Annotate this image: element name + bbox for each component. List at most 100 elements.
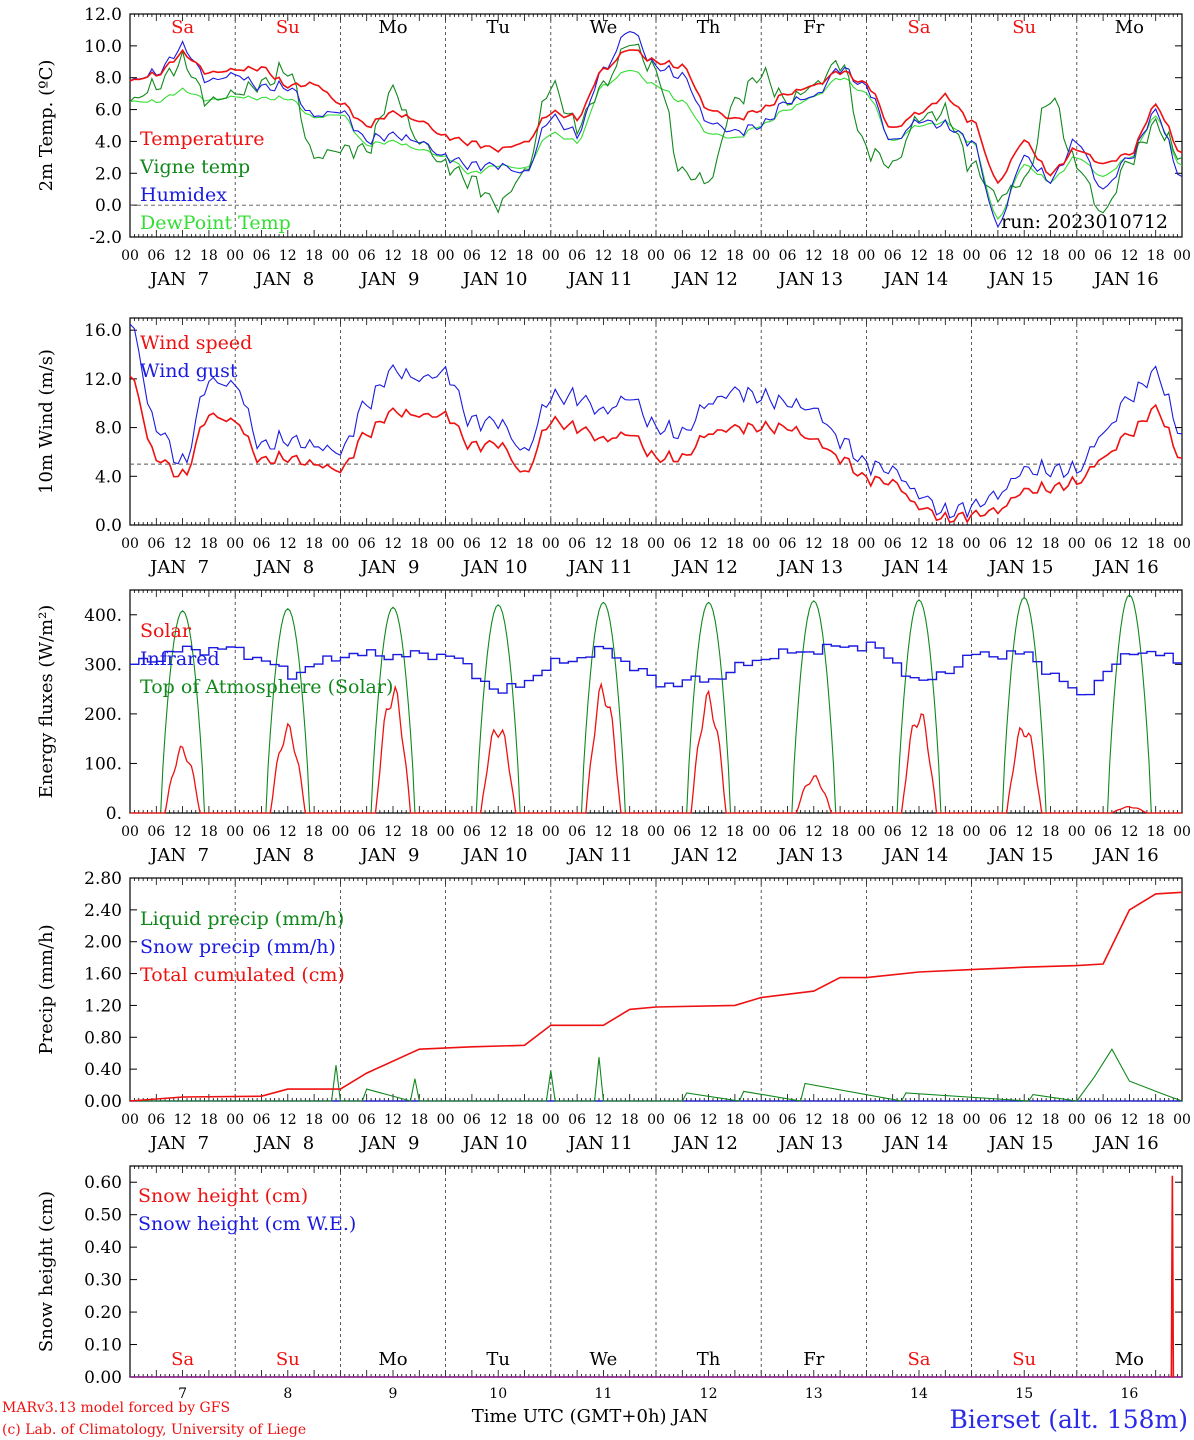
date-label: JAN 13 <box>777 269 844 290</box>
hour-tick-label: 06 <box>884 1112 902 1128</box>
y-tick-label: 200. <box>84 705 122 725</box>
hour-tick-label: 06 <box>884 536 902 552</box>
hour-tick-label: 00 <box>542 1112 560 1128</box>
date-label: JAN 9 <box>359 269 420 290</box>
y-tick-label: 100. <box>84 754 122 774</box>
date-label: JAN 7 <box>148 845 209 866</box>
day-number-label: 16 <box>1120 1386 1138 1402</box>
hour-tick-label: 00 <box>226 1112 244 1128</box>
station-label: Bierset (alt. 158m) <box>949 1405 1188 1434</box>
hour-tick-label: 18 <box>305 1112 323 1128</box>
hour-tick-label: 06 <box>358 248 376 264</box>
hour-tick-label: 06 <box>358 1112 376 1128</box>
y-tick-label: 0.60 <box>84 1173 122 1193</box>
hour-tick-label: 18 <box>621 248 639 264</box>
hour-tick-label: 00 <box>1173 248 1191 264</box>
date-label: JAN 7 <box>148 1133 209 1154</box>
hour-tick-label: 18 <box>726 1112 744 1128</box>
hour-tick-label: 12 <box>805 248 823 264</box>
y-tick-label: 10.0 <box>84 37 122 57</box>
hour-tick-label: 18 <box>1042 1112 1060 1128</box>
y-tick-label: 0.00 <box>84 1368 122 1388</box>
y-tick-label: 0.30 <box>84 1271 122 1291</box>
date-label: JAN 14 <box>882 557 949 578</box>
y-tick-label: 0. <box>106 804 122 824</box>
hour-tick-label: 12 <box>1015 824 1033 840</box>
hour-tick-label: 00 <box>963 824 981 840</box>
y-tick-label: 6.0 <box>95 101 122 121</box>
hour-tick-label: 06 <box>1094 1112 1112 1128</box>
y-tick-label: 400. <box>84 606 122 626</box>
hour-tick-label: 12 <box>594 824 612 840</box>
hour-tick-label: 00 <box>857 248 875 264</box>
hour-tick-label: 06 <box>779 248 797 264</box>
series-group <box>129 323 1183 524</box>
series-group <box>129 31 1183 229</box>
date-label: JAN 12 <box>671 269 738 290</box>
hour-tick-label: 06 <box>989 824 1007 840</box>
hour-tick-label: 00 <box>647 536 665 552</box>
hour-tick-label: 18 <box>305 536 323 552</box>
hour-tick-label: 12 <box>805 1112 823 1128</box>
y-axis-label: Precip (mm/h) <box>36 924 57 1054</box>
date-label: JAN 9 <box>359 1133 420 1154</box>
y-tick-label: 0.40 <box>84 1060 122 1080</box>
hour-tick-label: 12 <box>910 248 928 264</box>
series-line-wind-speed <box>129 375 1183 524</box>
panel-5: 0.00 0.10 0.20 0.30 0.40 0.50 0.60 Snow height … <box>36 1165 1183 1402</box>
hour-tick-label: 06 <box>358 536 376 552</box>
date-label: JAN 13 <box>777 845 844 866</box>
time-axis-label: Time UTC (GMT+0h) JAN <box>472 1406 709 1427</box>
hour-tick-label: 00 <box>542 824 560 840</box>
hour-tick-label: 00 <box>121 248 139 264</box>
panel-3: 0. 100. 200. 300. 400. Energy fluxes (W/m²) 00… <box>36 589 1191 866</box>
hour-tick-label: 18 <box>831 824 849 840</box>
weekday-label: Th <box>697 17 721 38</box>
hour-tick-label: 18 <box>1042 824 1060 840</box>
hour-tick-label: 00 <box>121 536 139 552</box>
hour-tick-label: 12 <box>1120 824 1138 840</box>
hour-tick-label: 06 <box>253 824 271 840</box>
hour-tick-label: 12 <box>489 248 507 264</box>
weekday-label: Th <box>697 1349 721 1370</box>
hour-tick-label: 06 <box>673 248 691 264</box>
day-number-label: 14 <box>910 1386 928 1402</box>
hour-tick-label: 06 <box>147 1112 165 1128</box>
lab-credit: (c) Lab. of Climatology, University of L… <box>2 1422 306 1438</box>
hour-tick-label: 06 <box>253 536 271 552</box>
y-tick-label: 0.0 <box>95 196 122 216</box>
hour-tick-label: 12 <box>174 536 192 552</box>
hour-tick-label: 00 <box>226 536 244 552</box>
y-tick-label: 1.20 <box>84 996 122 1016</box>
hour-tick-label: 12 <box>910 536 928 552</box>
hour-tick-label: 18 <box>936 1112 954 1128</box>
legend-entry: Wind gust <box>140 360 238 382</box>
hour-tick-label: 12 <box>1015 1112 1033 1128</box>
hour-tick-label: 00 <box>752 1112 770 1128</box>
hour-tick-label: 06 <box>884 248 902 264</box>
date-label: JAN 10 <box>461 557 528 578</box>
hour-tick-label: 12 <box>279 536 297 552</box>
series-line-wind-gust <box>129 323 1183 519</box>
hour-tick-label: 18 <box>516 824 534 840</box>
hour-tick-label: 06 <box>673 1112 691 1128</box>
series-group <box>129 891 1183 1102</box>
date-label: JAN 15 <box>987 557 1054 578</box>
hour-tick-label: 18 <box>831 1112 849 1128</box>
hour-tick-label: 12 <box>594 536 612 552</box>
hour-tick-label: 06 <box>147 248 165 264</box>
hour-tick-label: 12 <box>805 824 823 840</box>
day-number-label: 10 <box>489 1386 507 1402</box>
hour-tick-label: 00 <box>1068 536 1086 552</box>
hour-tick-label: 18 <box>516 1112 534 1128</box>
y-tick-label: 2.00 <box>84 933 122 953</box>
hour-tick-label: 18 <box>410 248 428 264</box>
hour-tick-label: 00 <box>752 824 770 840</box>
series-line-dewpoint-temp <box>129 69 1183 220</box>
hour-tick-label: 12 <box>489 536 507 552</box>
hour-tick-label: 00 <box>752 248 770 264</box>
hour-tick-label: 06 <box>884 824 902 840</box>
hour-tick-label: 18 <box>1147 536 1165 552</box>
hour-tick-label: 18 <box>1042 536 1060 552</box>
